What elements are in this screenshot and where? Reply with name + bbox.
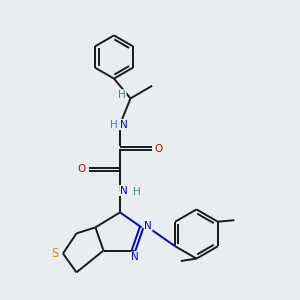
Text: O: O [78,164,86,175]
Text: N: N [120,119,128,130]
Text: O: O [154,143,162,154]
Text: N: N [131,252,139,262]
Text: H: H [110,119,117,130]
Text: N: N [144,221,152,231]
Text: N: N [120,185,128,196]
Text: H: H [133,187,140,197]
Text: S: S [51,247,58,260]
Text: H: H [118,90,126,100]
